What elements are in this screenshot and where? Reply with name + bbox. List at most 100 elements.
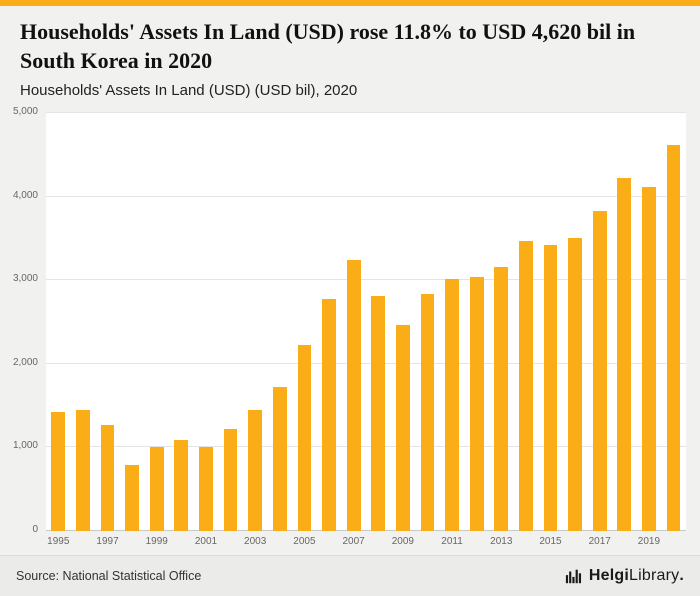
bar-1998 <box>125 465 140 531</box>
bar-2020 <box>666 144 681 531</box>
x-tick-label: 2003 <box>244 536 267 547</box>
x-tick-label <box>71 531 96 536</box>
x-tick-label: 2009 <box>391 536 414 547</box>
bar-2007 <box>346 260 361 531</box>
bar-2011 <box>445 279 459 531</box>
y-axis: 0 1,000 2,000 3,000 4,000 5,000 <box>0 107 46 535</box>
bar-slot <box>489 113 514 531</box>
x-tick-label: 2017 <box>588 536 611 547</box>
logo-text-bold: Helgi <box>588 567 630 584</box>
bar-2016 <box>568 237 582 531</box>
logo-text-suffix: . <box>679 567 684 584</box>
bar-2018 <box>617 177 632 531</box>
x-tick-label: 1995 <box>47 536 70 547</box>
bar-slot <box>120 113 145 531</box>
chart-region: 0 1,000 2,000 3,000 4,000 5,000 1995 1997 1999 2… <box>0 107 686 553</box>
logo-text-regular: Library <box>629 567 680 584</box>
bar-slot <box>292 113 317 531</box>
gridline <box>46 530 686 531</box>
bar-slot <box>661 113 686 531</box>
bar-2009 <box>395 324 410 531</box>
plot-area <box>46 112 686 531</box>
x-tick-label <box>612 531 637 536</box>
bar-slot <box>267 113 292 531</box>
bar-slot <box>415 113 440 531</box>
gridline <box>46 362 686 364</box>
bar-chart-icon <box>565 567 583 585</box>
x-tick-label <box>366 531 391 536</box>
y-tick-label: 3,000 <box>12 273 38 285</box>
bar-slot <box>563 113 588 531</box>
x-tick-label: 1999 <box>145 536 168 547</box>
chart-title: Households' Assets In Land (USD) rose 11… <box>20 19 636 73</box>
bar-2012 <box>469 276 484 531</box>
bar-slot <box>366 113 391 531</box>
bar-2005 <box>297 344 312 531</box>
logo-text: HelgiLibrary. <box>589 567 684 585</box>
bar-slot <box>612 113 637 531</box>
bar-1995 <box>51 411 66 531</box>
y-tick-label: 4,000 <box>12 189 38 201</box>
x-tick-label <box>661 531 686 536</box>
bar-2003 <box>248 409 263 531</box>
bar-slot <box>46 113 71 531</box>
x-tick-label <box>120 531 145 536</box>
bar-2010 <box>420 293 435 531</box>
gridline <box>46 112 686 114</box>
x-tick-label <box>514 531 539 536</box>
x-tick-label: 2007 <box>342 536 365 547</box>
bar-1999 <box>149 447 164 531</box>
helgi-library-logo-link[interactable]: HelgiLibrary. <box>565 567 684 585</box>
accent-bar <box>0 0 700 6</box>
y-tick-label: 0 <box>32 524 38 535</box>
x-tick-label: 2011 <box>441 536 463 547</box>
bar-slot <box>464 113 489 531</box>
bar-slot <box>317 113 342 531</box>
gridline <box>46 279 686 281</box>
bar-2006 <box>322 298 336 531</box>
bar-slot <box>95 113 120 531</box>
bar-slot <box>637 113 662 531</box>
x-tick-label <box>563 531 588 536</box>
bar-2004 <box>272 387 287 531</box>
x-tick-label <box>317 531 342 536</box>
bar-series <box>46 113 686 531</box>
x-tick-label <box>267 531 292 536</box>
y-tick-label: 5,000 <box>12 106 38 118</box>
gridline <box>46 195 686 197</box>
footer: Source: National Statistical Office Helg… <box>0 555 700 596</box>
y-tick-label: 1,000 <box>12 440 38 452</box>
gridline <box>46 446 686 448</box>
x-tick-label: 2005 <box>293 536 316 547</box>
x-tick-label <box>169 531 194 536</box>
bar-slot <box>218 113 243 531</box>
bar-2014 <box>518 241 533 531</box>
x-tick-label <box>415 531 440 536</box>
bar-1997 <box>100 424 115 531</box>
x-tick-label <box>464 531 489 536</box>
bar-2001 <box>199 447 213 531</box>
x-tick-label: 2013 <box>490 536 513 547</box>
bar-1996 <box>76 409 90 531</box>
bar-2017 <box>592 210 607 531</box>
x-tick-label <box>218 531 243 536</box>
y-tick-label: 2,000 <box>12 356 38 368</box>
bar-slot <box>341 113 366 531</box>
x-tick-label: 2019 <box>637 536 661 547</box>
chart-header: Households' Assets In Land (USD) rose 11… <box>0 6 700 103</box>
x-tick-label: 2001 <box>194 536 218 547</box>
bar-slot <box>514 113 539 531</box>
bar-slot <box>71 113 96 531</box>
source-note: Source: National Statistical Office <box>16 569 202 583</box>
bar-2002 <box>223 429 238 531</box>
x-axis: 1995 1997 1999 2001 2003 2005 2007 2009 2011 2013… <box>46 531 686 553</box>
bar-slot <box>440 113 465 531</box>
bar-slot <box>538 113 563 531</box>
bar-slot <box>144 113 169 531</box>
bar-2013 <box>494 266 509 531</box>
bar-2000 <box>174 439 189 531</box>
bar-slot <box>169 113 194 531</box>
bar-2019 <box>642 186 656 531</box>
x-tick-label: 1997 <box>96 536 119 547</box>
